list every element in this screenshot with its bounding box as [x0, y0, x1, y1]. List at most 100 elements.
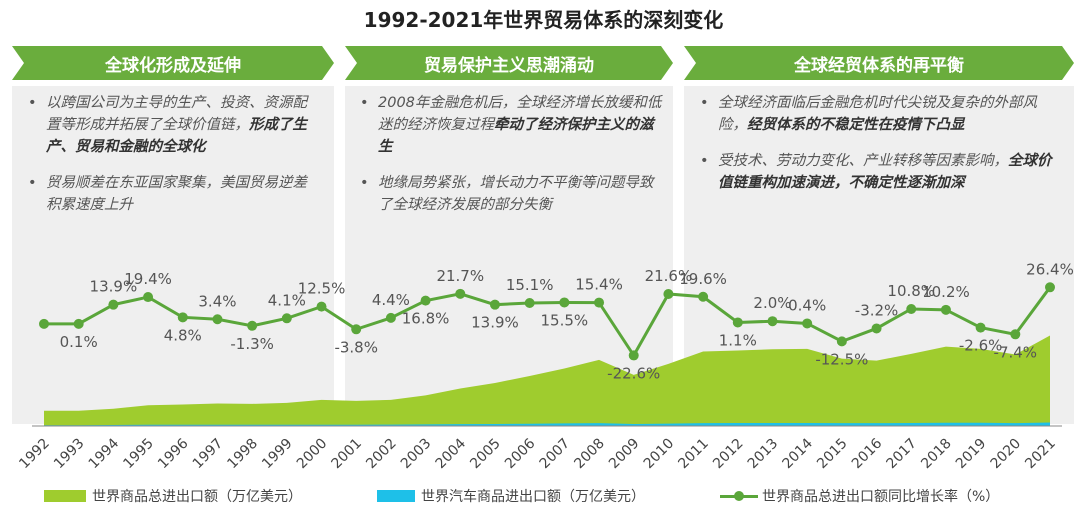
x-tick-label: 2017 — [884, 436, 921, 473]
growth-rate-point — [420, 295, 431, 306]
x-tick-label: 1994 — [86, 435, 123, 472]
x-tick-label: 2021 — [1022, 436, 1059, 473]
growth-rate-point — [767, 316, 778, 327]
growth-rate-point — [108, 299, 119, 310]
growth-rate-point — [836, 336, 847, 347]
growth-rate-label: 13.9% — [471, 314, 519, 332]
growth-rate-point — [489, 299, 500, 310]
x-tick-label: 2003 — [398, 436, 435, 473]
growth-rate-label: -2.6% — [959, 337, 1003, 355]
legend-label: 世界汽车商品进出口额（万亿美元） — [421, 489, 645, 505]
page-title: 1992-2021年世界贸易体系的深刻变化 — [363, 8, 724, 32]
growth-rate-label: 15.1% — [506, 276, 554, 294]
bullet-item: 受技术、劳动力变化、产业转移等因素影响，全球价值链重构加速演进，不确定性逐渐加深 — [700, 150, 1062, 194]
growth-rate-label: 1.1% — [719, 331, 757, 349]
auto-trade-area — [44, 422, 1050, 426]
growth-rate-point — [802, 318, 813, 329]
growth-rate-label: 15.4% — [575, 276, 623, 294]
growth-rate-label: 12.5% — [298, 280, 346, 298]
growth-rate-point — [698, 291, 709, 302]
growth-rate-point — [1010, 329, 1021, 340]
growth-rate-label: 10.2% — [922, 283, 970, 301]
legend-swatch — [44, 490, 86, 502]
growth-rate-label: 4.4% — [372, 291, 410, 309]
x-tick-label: 2006 — [502, 435, 539, 472]
x-tick-label: 1998 — [224, 436, 261, 473]
phase-title: 全球化形成及延伸 — [105, 55, 241, 76]
growth-rate-label: -1.3% — [230, 335, 274, 353]
legend-swatch — [720, 490, 758, 502]
growth-rate-label: -3.8% — [334, 338, 378, 356]
x-tick-label: 1999 — [259, 436, 296, 473]
x-tick-label: 2004 — [433, 435, 470, 472]
growth-rate-label: 19.4% — [124, 270, 172, 288]
bullet-item: 贸易顺差在东亚国家聚集，美国贸易逆差积累速度上升 — [28, 172, 320, 216]
legend-item-growth-rate: 世界商品总进出口额同比增长率（%） — [720, 486, 999, 506]
growth-rate-point — [524, 298, 535, 309]
growth-rate-point — [1045, 282, 1055, 293]
x-tick-label: 2011 — [675, 436, 712, 473]
growth-rate-label: 4.8% — [164, 326, 202, 344]
growth-rate-point — [871, 323, 882, 334]
x-tick-label: 1996 — [155, 435, 192, 472]
x-tick-label: 2000 — [294, 436, 331, 473]
bullet-item: 地缘局势紧张，增长动力不平衡等问题导致了全球经济发展的部分失衡 — [360, 172, 662, 216]
x-tick-label: 2008 — [571, 436, 608, 473]
growth-rate-point — [212, 314, 223, 325]
growth-rate-label: 3.4% — [198, 292, 236, 310]
growth-rate-point — [385, 312, 396, 323]
growth-rate-point — [559, 297, 570, 308]
total-trade-area — [44, 335, 1050, 426]
phase-bullets-3: 全球经济面临后金融危机时代尖锐及复杂的外部风险，经贸体系的不稳定性在疫情下凸显 … — [700, 92, 1062, 208]
growth-rate-label: -7.4% — [994, 343, 1038, 361]
bullet-item: 全球经济面临后金融危机时代尖锐及复杂的外部风险，经贸体系的不稳定性在疫情下凸显 — [700, 92, 1062, 136]
growth-rate-point — [73, 318, 84, 329]
x-tick-label: 2015 — [814, 436, 851, 473]
x-tick-label: 2016 — [849, 435, 886, 472]
legend-item-auto-trade: 世界汽车商品进出口额（万亿美元） — [377, 486, 645, 506]
growth-rate-label: 2.0% — [753, 294, 791, 312]
phase-banner-protectionism: 贸易保护主义思潮涌动 — [345, 46, 673, 80]
growth-rate-point — [940, 304, 951, 315]
x-tick-label: 2005 — [467, 436, 504, 473]
x-tick-label: 2013 — [745, 436, 782, 473]
growth-rate-point — [143, 292, 154, 303]
x-tick-label: 2007 — [537, 436, 574, 473]
x-tick-label: 2010 — [641, 436, 678, 473]
x-tick-label: 2002 — [363, 436, 400, 473]
growth-rate-label: 0.1% — [60, 333, 98, 351]
growth-rate-point — [975, 322, 986, 333]
phase-title: 全球经贸体系的再平衡 — [794, 55, 964, 76]
x-tick-label: 1995 — [120, 436, 157, 473]
legend-label: 世界商品总进出口额同比增长率（%） — [762, 489, 1000, 505]
growth-rate-label: -12.5% — [815, 350, 868, 368]
growth-rate-point — [663, 288, 674, 299]
legend-label: 世界商品总进出口额（万亿美元） — [92, 489, 302, 505]
growth-rate-label: 19.6% — [679, 270, 727, 288]
growth-rate-point — [628, 350, 639, 361]
growth-rate-point — [594, 297, 605, 308]
x-tick-label: 2019 — [953, 436, 990, 473]
phase-bullets-2: 2008年金融危机后，全球经济增长放缓和低迷的经济恢复过程牵动了经济保护主义的滋… — [360, 92, 662, 230]
x-tick-label: 2014 — [779, 435, 816, 472]
growth-rate-point — [732, 317, 743, 328]
growth-rate-label: 10.8% — [887, 282, 935, 300]
bullet-item: 2008年金融危机后，全球经济增长放缓和低迷的经济恢复过程牵动了经济保护主义的滋… — [360, 92, 662, 158]
growth-rate-label: 16.8% — [402, 310, 450, 328]
growth-rate-point — [177, 312, 188, 323]
x-tick-label: 1997 — [190, 436, 227, 473]
growth-rate-label: 26.4% — [1026, 260, 1074, 278]
growth-rate-label: -3.2% — [855, 301, 899, 319]
growth-rate-point — [39, 318, 49, 329]
growth-rate-line — [44, 286, 1052, 359]
growth-rate-point — [316, 301, 327, 312]
x-tick-label: 2012 — [710, 436, 747, 473]
phase-banner-globalization: 全球化形成及延伸 — [12, 46, 334, 80]
growth-rate-point — [281, 313, 292, 324]
growth-rate-label: 4.1% — [268, 291, 306, 309]
growth-rate-label: 13.9% — [90, 278, 138, 296]
growth-rate-point — [351, 324, 362, 335]
x-tick-label: 2020 — [988, 436, 1025, 473]
x-tick-label: 1993 — [51, 436, 88, 473]
